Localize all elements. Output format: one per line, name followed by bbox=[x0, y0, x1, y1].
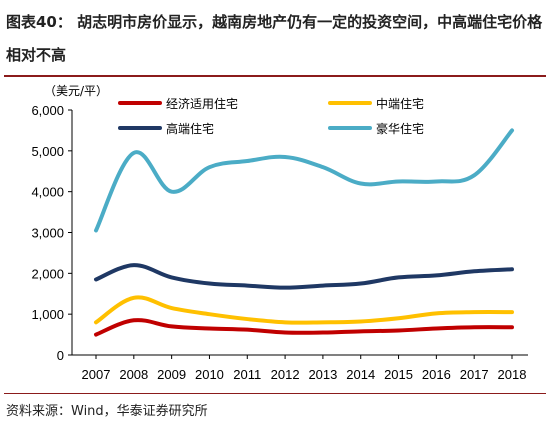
y-tick-label: 6,000 bbox=[31, 103, 64, 118]
x-tick-label: 2007 bbox=[82, 367, 111, 382]
title-divider bbox=[4, 75, 546, 77]
y-axis-unit-label: （美元/平） bbox=[44, 84, 108, 98]
x-tick-label: 2009 bbox=[157, 367, 186, 382]
series-line-4 bbox=[94, 128, 514, 233]
x-tick-label: 2017 bbox=[460, 367, 489, 382]
x-tick-label: 2016 bbox=[422, 367, 451, 382]
x-tick-label: 2012 bbox=[271, 367, 300, 382]
x-tick-label: 2010 bbox=[195, 367, 224, 382]
legend-label-1: 经济适用住宅 bbox=[166, 96, 238, 111]
source-note: 资料来源：Wind，华泰证券研究所 bbox=[6, 404, 208, 419]
series-line-1 bbox=[94, 318, 514, 337]
y-tick-label: 3,000 bbox=[31, 226, 64, 241]
x-tick-label: 2018 bbox=[498, 367, 527, 382]
legend-label-2: 中端住宅 bbox=[376, 96, 424, 111]
series-line-3 bbox=[94, 263, 514, 290]
source-divider bbox=[4, 393, 546, 394]
x-tick-label: 2011 bbox=[233, 367, 261, 382]
y-tick-label: 1,000 bbox=[31, 307, 64, 322]
y-tick-label: 0 bbox=[57, 348, 64, 363]
y-tick-label: 4,000 bbox=[31, 185, 64, 200]
x-tick-label: 2013 bbox=[308, 367, 337, 382]
series-line-2 bbox=[94, 295, 514, 325]
chart-title: 图表40： 胡志明市房价显示，越南房地产仍有一定的投资空间，中高端住宅价格相对不… bbox=[6, 13, 543, 64]
x-tick-label: 2015 bbox=[384, 367, 413, 382]
y-tick-label: 5,000 bbox=[31, 144, 64, 159]
x-tick-label: 2014 bbox=[346, 367, 375, 382]
x-tick-label: 2008 bbox=[119, 367, 148, 382]
legend-label-4: 豪华住宅 bbox=[376, 121, 424, 136]
y-tick-label: 2,000 bbox=[31, 266, 64, 281]
legend-label-3: 高端住宅 bbox=[166, 121, 214, 136]
